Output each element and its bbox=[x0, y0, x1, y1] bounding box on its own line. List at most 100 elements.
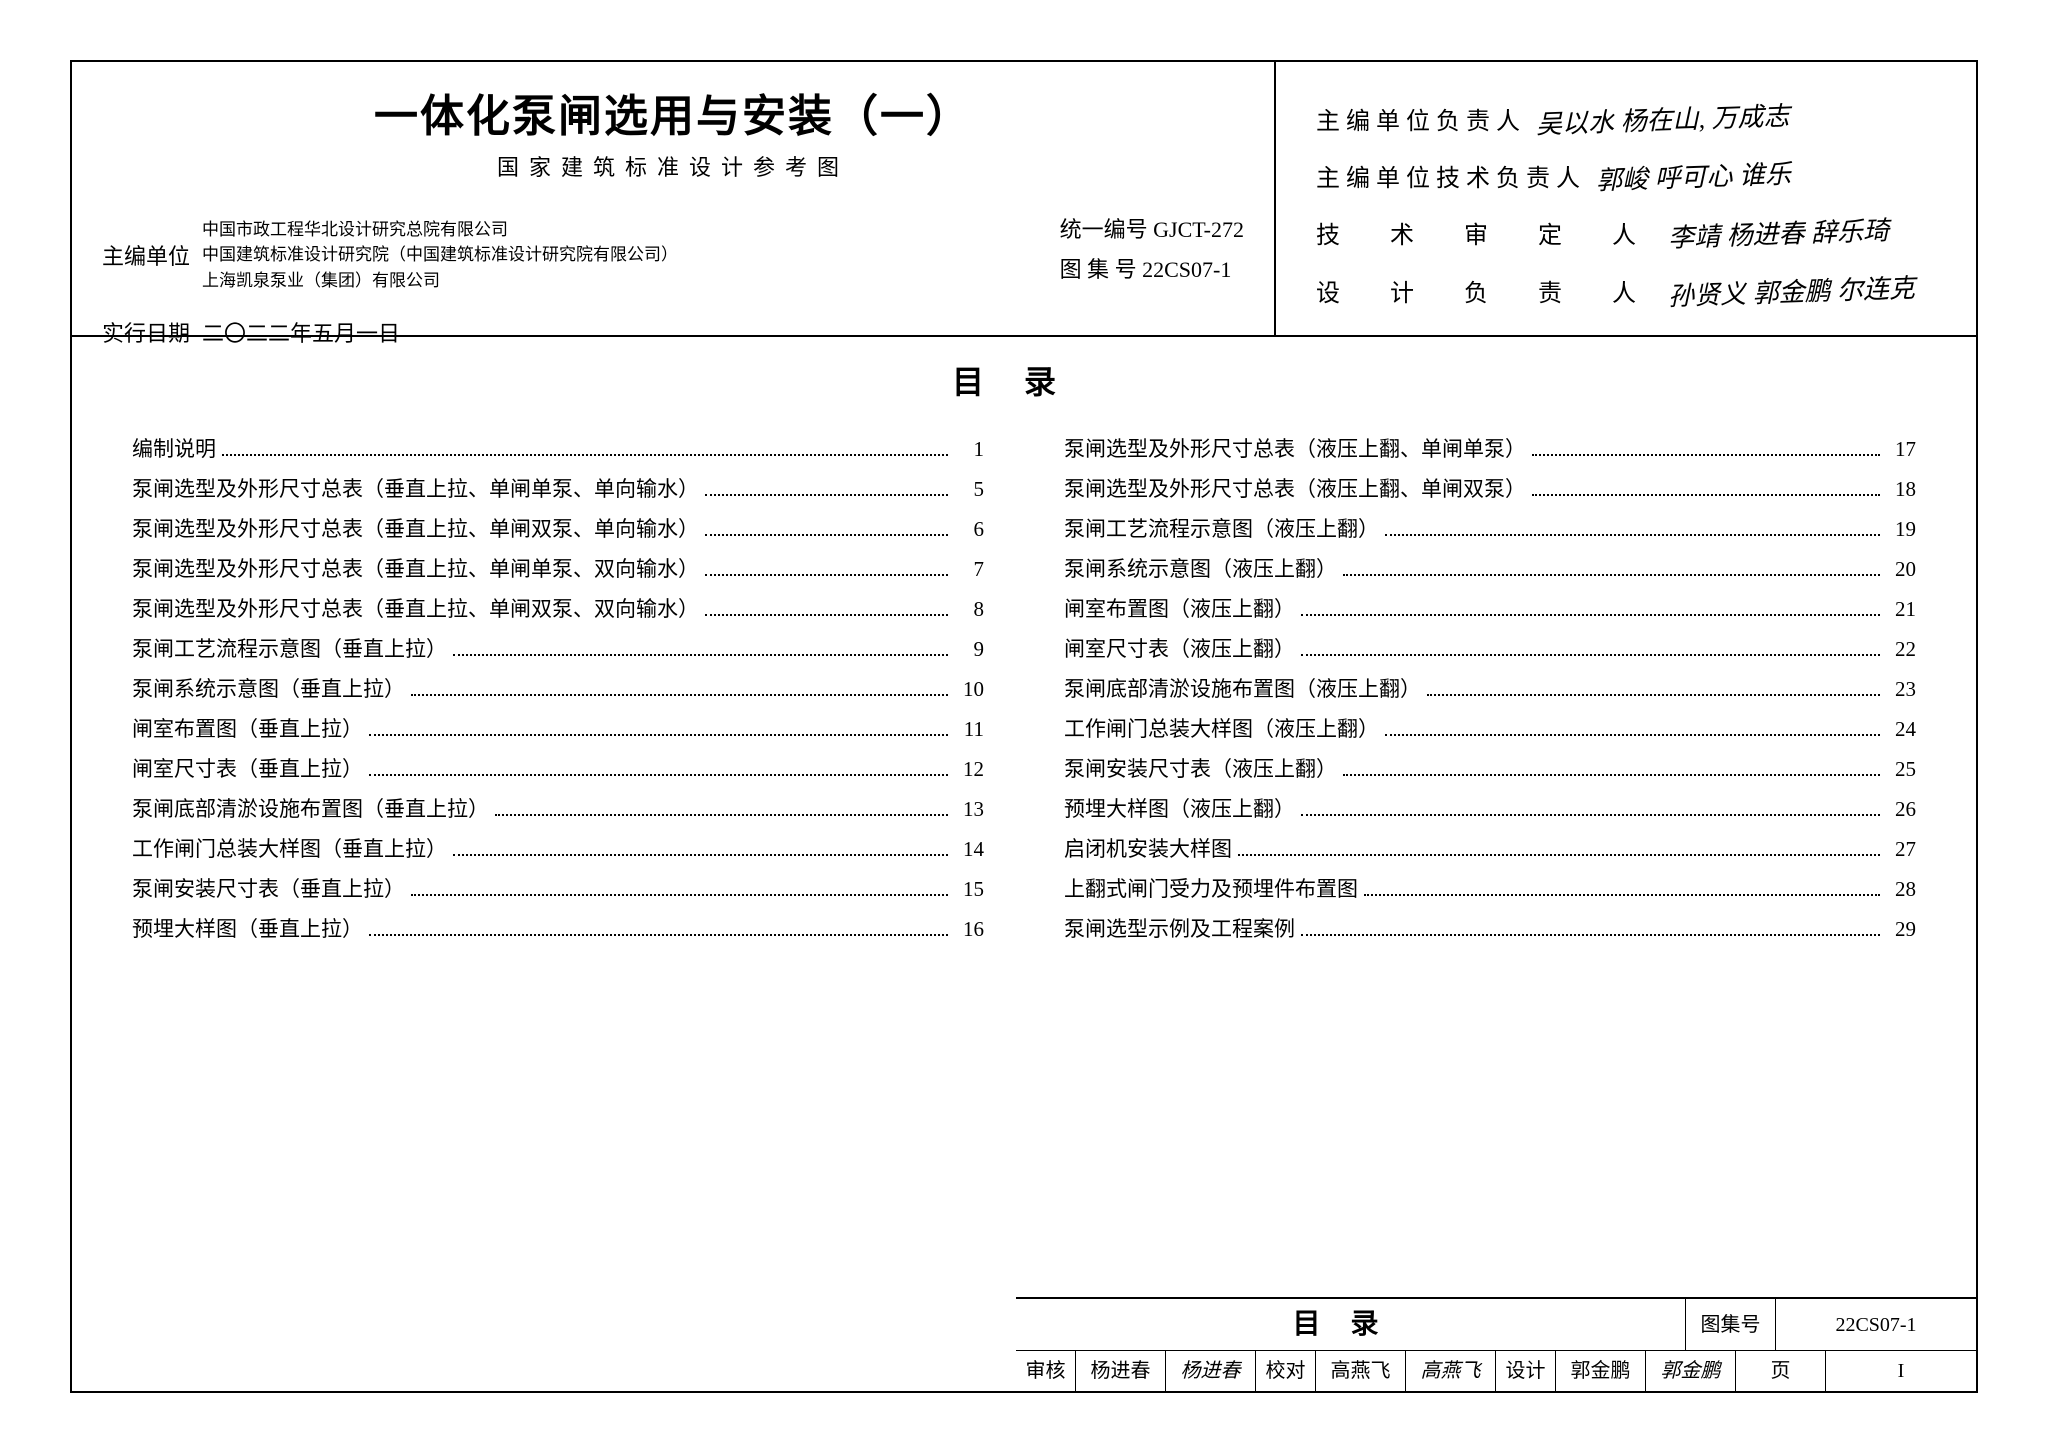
toc-columns: 编制说明1泵闸选型及外形尺寸总表（垂直上拉、单闸单泵、单向输水）5泵闸选型及外形… bbox=[132, 433, 1916, 1287]
toc-leader-dots bbox=[495, 814, 948, 816]
sub-title: 国家建筑标准设计参考图 bbox=[102, 150, 1244, 182]
toc-leader-dots bbox=[1301, 614, 1880, 616]
toc-entry-title: 泵闸工艺流程示意图（垂直上拉） bbox=[132, 633, 447, 663]
signature-handwriting: 吴以水 杨在山, 万成志 bbox=[1535, 88, 1790, 154]
toc-entry-title: 编制说明 bbox=[132, 433, 216, 463]
toc-entry-page: 25 bbox=[1886, 757, 1916, 782]
signature-label: 主编单位技术负责人 bbox=[1316, 153, 1586, 206]
toc-leader-dots bbox=[453, 854, 948, 856]
toc-entry-title: 泵闸安装尺寸表（垂直上拉） bbox=[132, 873, 405, 903]
footer-title: 目录 bbox=[1016, 1299, 1686, 1350]
toc-entry-page: 21 bbox=[1886, 597, 1916, 622]
toc-entry-page: 15 bbox=[954, 877, 984, 902]
toc-leader-dots bbox=[705, 494, 948, 496]
toc-entry-page: 28 bbox=[1886, 877, 1916, 902]
editor-org: 上海凯泉泵业（集团）有限公司 bbox=[202, 268, 678, 294]
toc-entry-title: 预埋大样图（液压上翻） bbox=[1064, 793, 1295, 823]
toc-entry-title: 泵闸选型及外形尺寸总表（垂直上拉、单闸单泵、双向输水） bbox=[132, 553, 699, 583]
toc-entry-page: 24 bbox=[1886, 717, 1916, 742]
signature-row: 主编单位负责人吴以水 杨在山, 万成志 bbox=[1316, 92, 1936, 149]
toc-entry: 闸室布置图（垂直上拉）11 bbox=[132, 713, 984, 743]
toc-entry: 泵闸底部清淤设施布置图（液压上翻）23 bbox=[1064, 673, 1916, 703]
toc-entry: 泵闸工艺流程示意图（垂直上拉） 9 bbox=[132, 633, 984, 663]
toc-entry: 泵闸系统示意图（液压上翻）20 bbox=[1064, 553, 1916, 583]
toc-entry-page: 29 bbox=[1886, 917, 1916, 942]
title-block: 目录 图集号 22CS07-1 审核杨进春杨进春校对高燕飞高燕飞设计郭金鹏郭金鹏… bbox=[1016, 1297, 1976, 1391]
toc-entry-title: 闸室布置图（液压上翻） bbox=[1064, 593, 1295, 623]
signature-label: 主编单位负责人 bbox=[1316, 96, 1526, 149]
toc-entry-title: 闸室布置图（垂直上拉） bbox=[132, 713, 363, 743]
toc-entry: 泵闸工艺流程示意图（液压上翻） 19 bbox=[1064, 513, 1916, 543]
toc-leader-dots bbox=[1343, 574, 1880, 576]
toc-leader-dots bbox=[1385, 534, 1880, 536]
toc-entry-title: 泵闸选型及外形尺寸总表（液压上翻、单闸双泵） bbox=[1064, 473, 1526, 503]
toc-leader-dots bbox=[222, 454, 948, 456]
toc-leader-dots bbox=[369, 734, 948, 736]
toc-entry: 工作闸门总装大样图（液压上翻）24 bbox=[1064, 713, 1916, 743]
toc-entry-title: 泵闸系统示意图（垂直上拉） bbox=[132, 673, 405, 703]
toc-title: 目录 bbox=[132, 357, 1916, 403]
main-title: 一体化泵闸选用与安装（一） bbox=[102, 80, 1244, 144]
editor-row: 主编单位 中国市政工程华北设计研究总院有限公司 中国建筑标准设计研究院（中国建筑… bbox=[102, 212, 1244, 298]
toc-leader-dots bbox=[1301, 814, 1880, 816]
signature-row: 主编单位技术负责人郭峻 呼可心 谁乐 bbox=[1316, 149, 1936, 206]
toc-leader-dots bbox=[1238, 854, 1880, 856]
toc-entry-page: 19 bbox=[1886, 517, 1916, 542]
header-left: 一体化泵闸选用与安装（一） 国家建筑标准设计参考图 主编单位 中国市政工程华北设… bbox=[72, 62, 1276, 335]
toc-entry: 泵闸安装尺寸表（垂直上拉） 15 bbox=[132, 873, 984, 903]
toc-entry-title: 泵闸选型及外形尺寸总表（垂直上拉、单闸双泵、单向输水） bbox=[132, 513, 699, 543]
toc-entry: 泵闸选型及外形尺寸总表（垂直上拉、单闸单泵、双向输水） 7 bbox=[132, 553, 984, 583]
drawing-sheet: 一体化泵闸选用与安装（一） 国家建筑标准设计参考图 主编单位 中国市政工程华北设… bbox=[70, 60, 1978, 1393]
editor-org: 中国市政工程华北设计研究总院有限公司 bbox=[202, 217, 678, 243]
toc-leader-dots bbox=[705, 614, 948, 616]
toc-entry-title: 启闭机安装大样图 bbox=[1064, 833, 1232, 863]
toc-entry-title: 上翻式闸门受力及预埋件布置图 bbox=[1064, 873, 1358, 903]
toc-entry: 泵闸选型及外形尺寸总表（液压上翻、单闸单泵）17 bbox=[1064, 433, 1916, 463]
toc-leader-dots bbox=[369, 774, 948, 776]
toc-col-right: 泵闸选型及外形尺寸总表（液压上翻、单闸单泵）17泵闸选型及外形尺寸总表（液压上翻… bbox=[1064, 433, 1916, 1287]
toc-leader-dots bbox=[1301, 654, 1880, 656]
toc-entry-page: 23 bbox=[1886, 677, 1916, 702]
toc-entry: 预埋大样图（液压上翻） 26 bbox=[1064, 793, 1916, 823]
toc-entry-title: 泵闸选型及外形尺寸总表（液压上翻、单闸单泵） bbox=[1064, 433, 1526, 463]
codes: 统一编号 GJCT-272 图 集 号 22CS07-1 bbox=[1060, 212, 1244, 298]
toc-entry-title: 闸室尺寸表（液压上翻） bbox=[1064, 633, 1295, 663]
toc-entry-page: 7 bbox=[954, 557, 984, 582]
toc-entry-page: 13 bbox=[954, 797, 984, 822]
toc-leader-dots bbox=[453, 654, 948, 656]
toc-entry-title: 工作闸门总装大样图（垂直上拉） bbox=[132, 833, 447, 863]
toc-entry-title: 预埋大样图（垂直上拉） bbox=[132, 913, 363, 943]
toc-entry-title: 泵闸选型及外形尺寸总表（垂直上拉、单闸单泵、单向输水） bbox=[132, 473, 699, 503]
toc-leader-dots bbox=[411, 694, 948, 696]
toc-entry: 编制说明1 bbox=[132, 433, 984, 463]
signature-label: 技 术 审 定 人 bbox=[1316, 210, 1658, 263]
toc-entry: 泵闸选型及外形尺寸总表（垂直上拉、单闸单泵、单向输水）5 bbox=[132, 473, 984, 503]
code-value: GJCT-272 bbox=[1153, 217, 1244, 242]
toc-block: 目录 编制说明1泵闸选型及外形尺寸总表（垂直上拉、单闸单泵、单向输水）5泵闸选型… bbox=[72, 337, 1976, 1297]
toc-entry: 泵闸选型及外形尺寸总表（垂直上拉、单闸双泵、双向输水）8 bbox=[132, 593, 984, 623]
footer-cell-label: 校对 bbox=[1256, 1351, 1316, 1391]
toc-entry-page: 26 bbox=[1886, 797, 1916, 822]
code-label: 统一编号 bbox=[1060, 217, 1148, 242]
toc-entry-page: 12 bbox=[954, 757, 984, 782]
toc-entry-title: 泵闸选型示例及工程案例 bbox=[1064, 913, 1295, 943]
toc-entry-page: 10 bbox=[954, 677, 984, 702]
toc-entry: 泵闸系统示意图（垂直上拉） 10 bbox=[132, 673, 984, 703]
toc-entry-page: 22 bbox=[1886, 637, 1916, 662]
toc-entry-title: 泵闸安装尺寸表（液压上翻） bbox=[1064, 753, 1337, 783]
signature-row: 技 术 审 定 人李靖 杨进春 辞乐琦 bbox=[1316, 206, 1936, 263]
footer-cell-name: 郭金鹏 bbox=[1556, 1351, 1646, 1391]
atlas-value: 22CS07-1 bbox=[1142, 257, 1231, 282]
footer-cell-signature: 杨进春 bbox=[1166, 1351, 1256, 1391]
toc-entry-page: 27 bbox=[1886, 837, 1916, 862]
toc-entry: 泵闸安装尺寸表（液压上翻） 25 bbox=[1064, 753, 1916, 783]
toc-leader-dots bbox=[1301, 934, 1880, 936]
toc-entry: 泵闸选型及外形尺寸总表（垂直上拉、单闸双泵、单向输水）6 bbox=[132, 513, 984, 543]
toc-entry-page: 9 bbox=[954, 637, 984, 662]
signature-handwriting: 郭峻 呼可心 谁乐 bbox=[1595, 146, 1792, 210]
toc-leader-dots bbox=[411, 894, 948, 896]
footer-cell-name: 高燕飞 bbox=[1316, 1351, 1406, 1391]
toc-leader-dots bbox=[1532, 454, 1880, 456]
toc-entry-title: 泵闸工艺流程示意图（液压上翻） bbox=[1064, 513, 1379, 543]
toc-entry: 上翻式闸门受力及预埋件布置图 28 bbox=[1064, 873, 1916, 903]
